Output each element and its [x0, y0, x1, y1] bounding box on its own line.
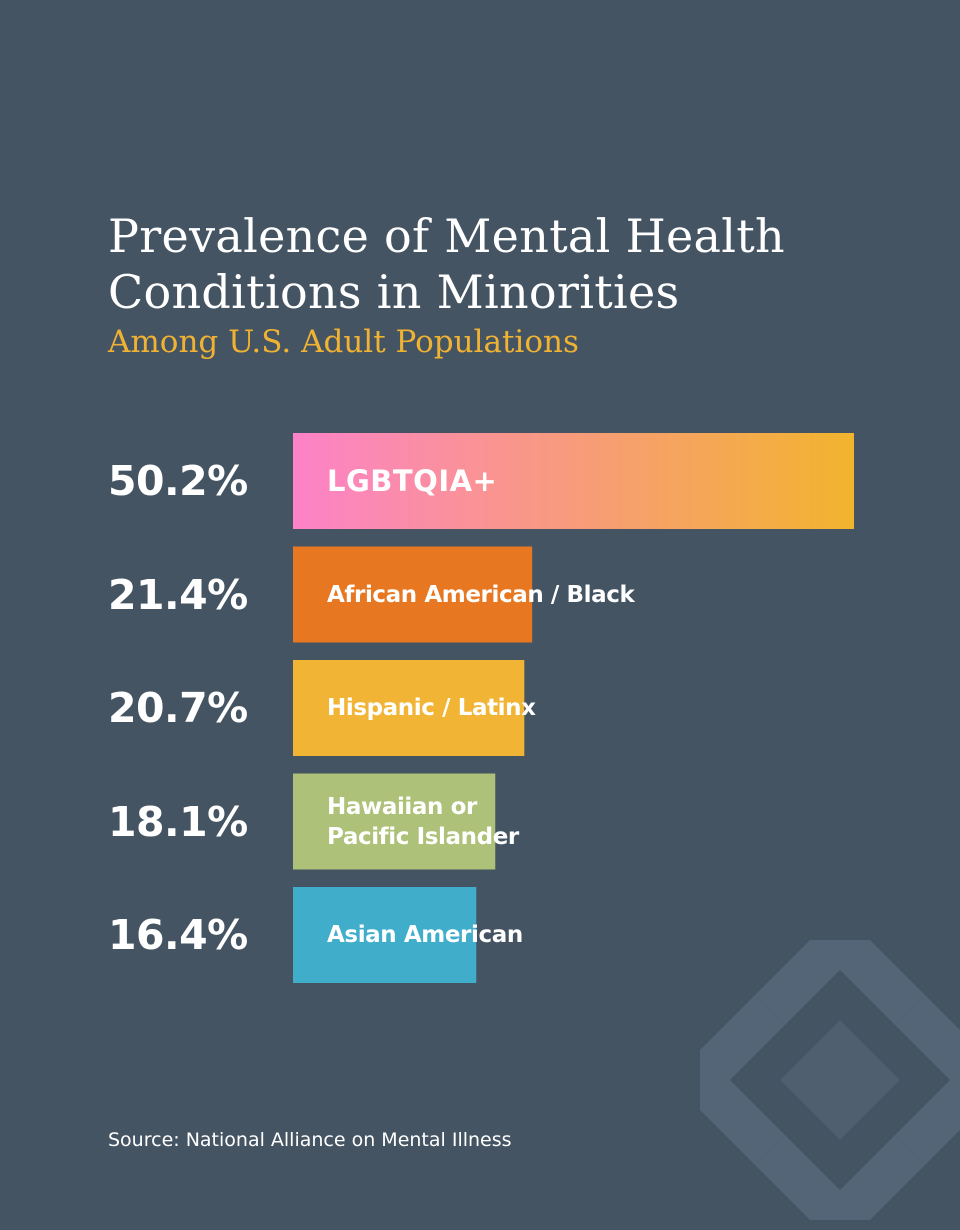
bar-chart	[293, 433, 854, 983]
chart-title: Prevalence of Mental Health Conditions i…	[108, 209, 785, 319]
bar-1	[293, 546, 533, 643]
bar-2	[293, 660, 525, 756]
value-label: 21.4%	[108, 570, 248, 619]
value-label: 50.2%	[108, 457, 248, 505]
organization-logo-watermark-icon	[700, 940, 960, 1220]
chart-subtitle: Among U.S. Adult Populations	[108, 324, 579, 360]
bar-0	[293, 433, 854, 529]
category-label: Asian American	[327, 922, 523, 948]
category-label: African American / Black	[327, 581, 635, 608]
value-label: 20.7%	[108, 684, 248, 732]
category-label: LGBTQIA+	[327, 464, 498, 498]
bar-3	[293, 773, 496, 870]
source-note: Source: National Alliance on Mental Illn…	[108, 1129, 512, 1151]
category-label: Hawaiian or Pacific Islander	[327, 793, 519, 850]
category-label: Hispanic / Latinx	[327, 695, 536, 721]
bar-4	[293, 887, 477, 983]
value-label: 18.1%	[108, 797, 248, 846]
value-label: 16.4%	[108, 911, 248, 959]
